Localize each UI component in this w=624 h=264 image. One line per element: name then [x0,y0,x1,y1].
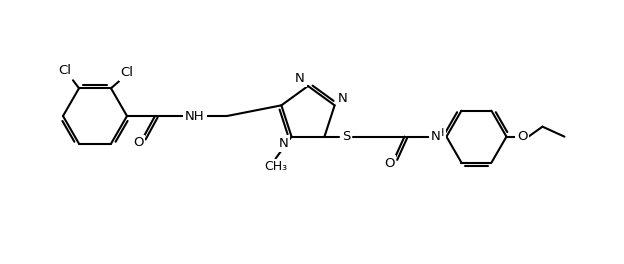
Text: O: O [517,130,528,143]
Text: CH₃: CH₃ [264,160,287,173]
Text: N: N [295,73,305,86]
Text: O: O [384,157,395,170]
Text: NH: NH [185,110,205,122]
Text: N: N [431,130,441,143]
Text: S: S [343,130,351,143]
Text: H: H [436,128,445,138]
Text: N: N [279,137,288,150]
Text: N: N [338,92,348,105]
Text: Cl: Cl [120,66,134,79]
Text: O: O [133,136,144,149]
Text: Cl: Cl [59,64,72,77]
